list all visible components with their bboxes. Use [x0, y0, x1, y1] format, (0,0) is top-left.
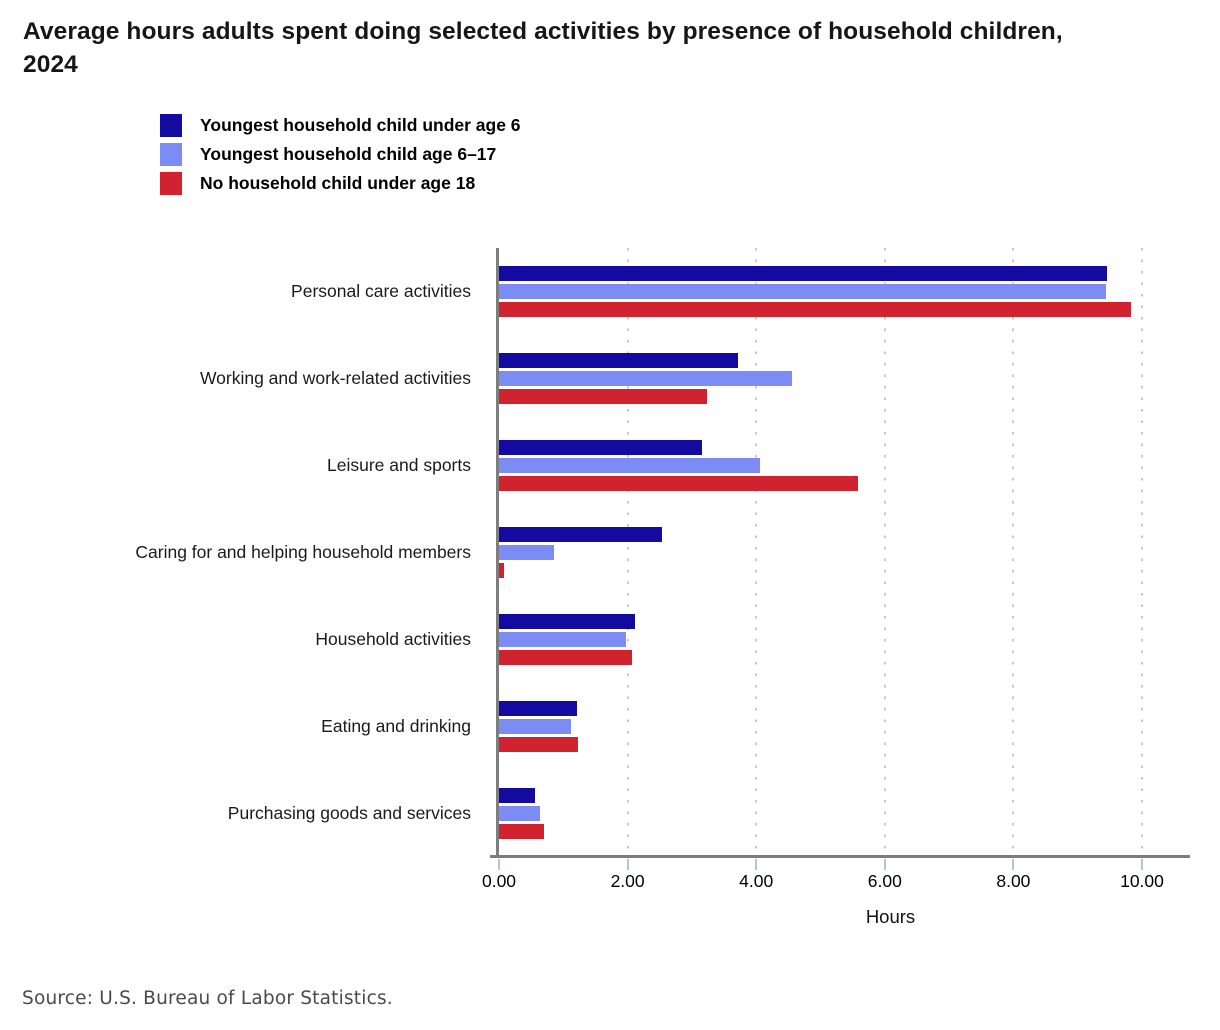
- category-label: Caring for and helping household members: [135, 542, 471, 562]
- bar: [499, 824, 544, 839]
- bar: [499, 806, 540, 821]
- bar: [499, 353, 739, 368]
- chart-area: Personal care activities Working and work…: [0, 248, 1220, 891]
- category-label: Leisure and sports: [327, 455, 471, 475]
- x-tick-label: 8.00: [996, 871, 1031, 891]
- bar: [499, 650, 633, 665]
- bar: [499, 389, 707, 404]
- bar: [499, 632, 626, 647]
- bar: [499, 788, 535, 803]
- bar-group: [499, 770, 1191, 857]
- legend-swatch: [160, 143, 182, 166]
- bar: [499, 527, 662, 542]
- category-label: Eating and drinking: [321, 716, 471, 736]
- bar: [499, 458, 761, 473]
- legend-swatch: [160, 172, 182, 195]
- chart-title: Average hours adults spent doing selecte…: [23, 18, 1063, 78]
- bar: [499, 701, 578, 716]
- bar: [499, 737, 579, 752]
- bar-group: [499, 683, 1191, 770]
- legend-label: Youngest household child under age 6: [200, 115, 521, 135]
- bar: [499, 266, 1107, 281]
- gridline: [1141, 248, 1143, 855]
- x-tick: [626, 859, 629, 870]
- legend-label: Youngest household child age 6–17: [200, 144, 497, 164]
- legend: Youngest household child under age 6 Youn…: [160, 114, 521, 195]
- bar: [499, 371, 792, 386]
- category-label: Household activities: [315, 629, 471, 649]
- x-tick: [1012, 859, 1015, 870]
- plot-area: 0.00 2.00 4.00 6.00 8.00 10.00: [482, 248, 1191, 891]
- bar: [499, 440, 703, 455]
- y-axis-line: [496, 248, 499, 858]
- bar-group: [499, 248, 1191, 335]
- x-tick-label: 2.00: [610, 871, 645, 891]
- x-tick: [883, 859, 886, 870]
- bar: [499, 476, 858, 491]
- x-tick: [1141, 859, 1143, 870]
- category-label: Purchasing goods and services: [227, 803, 471, 823]
- legend-item: Youngest household child under age 6: [160, 114, 521, 137]
- gridline: [1012, 248, 1015, 855]
- bar: [499, 302, 1132, 317]
- gridline: [883, 248, 886, 855]
- category-label: Working and work-related activities: [199, 368, 471, 388]
- legend-label: No household child under age 18: [200, 173, 476, 193]
- x-axis-title: Hours: [865, 906, 916, 927]
- gridline: [626, 248, 629, 855]
- gridline: [755, 248, 758, 855]
- x-axis-line: [490, 855, 1190, 858]
- x-tick-label: 10.00: [1120, 871, 1164, 891]
- legend-swatch: [160, 114, 182, 137]
- source-note: Source: U.S. Bureau of Labor Statistics.: [22, 988, 393, 1009]
- bar: [499, 719, 572, 734]
- category-label: Personal care activities: [291, 281, 471, 301]
- bar: [499, 545, 554, 560]
- bar-group: [499, 422, 1191, 509]
- bar: [499, 614, 636, 629]
- legend-item: No household child under age 18: [160, 172, 521, 195]
- bar: [499, 284, 1106, 299]
- bar-group: [499, 335, 1191, 422]
- bar: [499, 563, 505, 578]
- x-tick: [498, 859, 500, 870]
- x-tick-label: 6.00: [867, 871, 902, 891]
- x-tick: [755, 859, 758, 870]
- legend-item: Youngest household child age 6–17: [160, 143, 521, 166]
- x-tick-label: 0.00: [481, 871, 517, 891]
- bar-group: [499, 596, 1191, 683]
- x-tick-label: 4.00: [739, 871, 774, 891]
- bar-group: [499, 509, 1191, 596]
